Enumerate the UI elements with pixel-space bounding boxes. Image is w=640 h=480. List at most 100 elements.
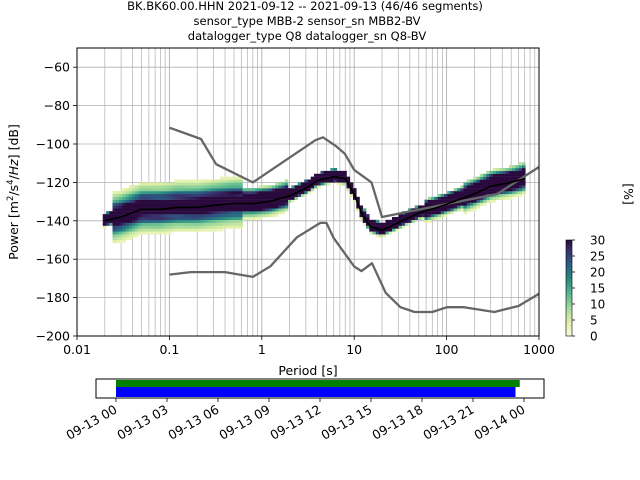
heatmap-cell (278, 199, 282, 203)
heatmap-cell (197, 208, 201, 212)
heatmap-cell (141, 216, 146, 221)
heatmap-cell (164, 211, 169, 215)
heatmap-cell (346, 179, 351, 183)
heatmap-cell (499, 173, 503, 177)
heatmap-cell (486, 170, 490, 174)
heatmap-cell (164, 191, 169, 195)
heatmap-cell (278, 205, 282, 209)
heatmap-cell (421, 205, 425, 209)
heatmap-cell (171, 222, 175, 226)
heatmap-cell (463, 182, 468, 186)
heatmap-cell (281, 191, 286, 195)
heatmap-cell (505, 196, 510, 200)
heatmap-cell (479, 202, 484, 206)
heatmap-cell (310, 176, 315, 180)
heatmap-cell (122, 237, 126, 241)
heatmap-cell (239, 225, 243, 229)
heatmap-cell (239, 199, 243, 203)
heatmap-cell (119, 222, 123, 226)
heatmap-cell (148, 228, 152, 232)
heatmap-cell (483, 182, 487, 186)
heatmap-cell (197, 193, 201, 197)
heatmap-cell (193, 182, 198, 186)
heatmap-cell (119, 231, 123, 235)
heatmap-cell (148, 185, 152, 189)
heatmap-cell (232, 214, 237, 218)
x-tick-label: 1 (258, 342, 266, 357)
heatmap-cell (223, 211, 227, 215)
title-line-2: sensor_type MBB-2 sensor_sn MBB2-BV (194, 14, 421, 28)
heatmap-cell (496, 193, 500, 197)
heatmap-cell (431, 196, 435, 200)
heatmap-cell (206, 219, 211, 223)
heatmap-cell (288, 199, 292, 203)
heatmap-cell (424, 208, 429, 212)
heatmap-cell (457, 193, 461, 197)
heatmap-cell (115, 219, 120, 223)
heatmap-cell (463, 205, 468, 209)
heatmap-cell (242, 216, 247, 221)
heatmap-cell (258, 191, 263, 195)
heatmap-cell (112, 237, 117, 241)
heatmap-cell (284, 188, 289, 192)
heatmap-cell (180, 188, 185, 192)
heatmap-cell (271, 196, 276, 200)
heatmap-cell (242, 188, 247, 192)
heatmap-cell (275, 191, 279, 195)
heatmap-cell (200, 214, 204, 218)
heatmap-cell (382, 225, 386, 229)
heatmap-cell (275, 188, 279, 192)
heatmap-cell (174, 214, 178, 218)
heatmap-cell (249, 188, 253, 192)
heatmap-cell (476, 202, 481, 206)
heatmap-cell (457, 208, 461, 212)
heatmap-cell (200, 182, 204, 186)
heatmap-cell (515, 182, 520, 186)
heatmap-cell (236, 182, 240, 186)
heatmap-cell (262, 214, 266, 218)
heatmap-cell (239, 188, 243, 192)
heatmap-cell (499, 176, 503, 180)
heatmap-cell (154, 216, 159, 221)
heatmap-cell (252, 199, 256, 203)
heatmap-cell (197, 202, 201, 206)
heatmap-cell (245, 216, 250, 221)
ppsd-plot: 0.01 0.1 1 10 100 1000 −60 −80 −100 −120 −140 −160… (6, 47, 555, 378)
heatmap-cell (333, 176, 338, 180)
heatmap-cell (145, 216, 149, 221)
heatmap-cell (239, 185, 243, 189)
heatmap-cell (453, 188, 458, 192)
high-noise-model-line (169, 126, 540, 219)
heatmap-cell (200, 202, 204, 206)
heatmap-cell (206, 211, 211, 215)
heatmap-cell (177, 208, 182, 212)
heatmap-cell (158, 182, 162, 186)
heatmap-cell (164, 193, 169, 197)
heatmap-cell (505, 168, 510, 172)
heatmap-cell (106, 219, 110, 223)
heatmap-cell (258, 205, 263, 209)
heatmap-cell (349, 185, 354, 189)
heatmap-cell (512, 170, 516, 174)
heatmap-cell (154, 182, 159, 186)
heatmap-cell (216, 211, 221, 215)
heatmap-cell (200, 193, 204, 197)
heatmap-cell (128, 222, 133, 226)
heatmap-cell (239, 219, 243, 223)
heatmap-cell (362, 222, 367, 226)
heatmap-cell (408, 211, 412, 215)
heatmap-cell (119, 219, 123, 223)
heatmap-cell (336, 173, 341, 177)
heatmap-cell (278, 191, 282, 195)
heatmap-cell (223, 216, 227, 221)
heatmap-cell (171, 185, 175, 189)
heatmap-cell (336, 179, 341, 183)
heatmap-cell (473, 182, 477, 186)
heatmap-cell (522, 185, 526, 189)
heatmap-cell (505, 188, 510, 192)
colorbar-tick-label: 30 (590, 234, 605, 248)
heatmap-cell (161, 188, 165, 192)
heatmap-cell (411, 216, 416, 221)
heatmap-cell (148, 196, 152, 200)
heatmap-cell (161, 193, 165, 197)
